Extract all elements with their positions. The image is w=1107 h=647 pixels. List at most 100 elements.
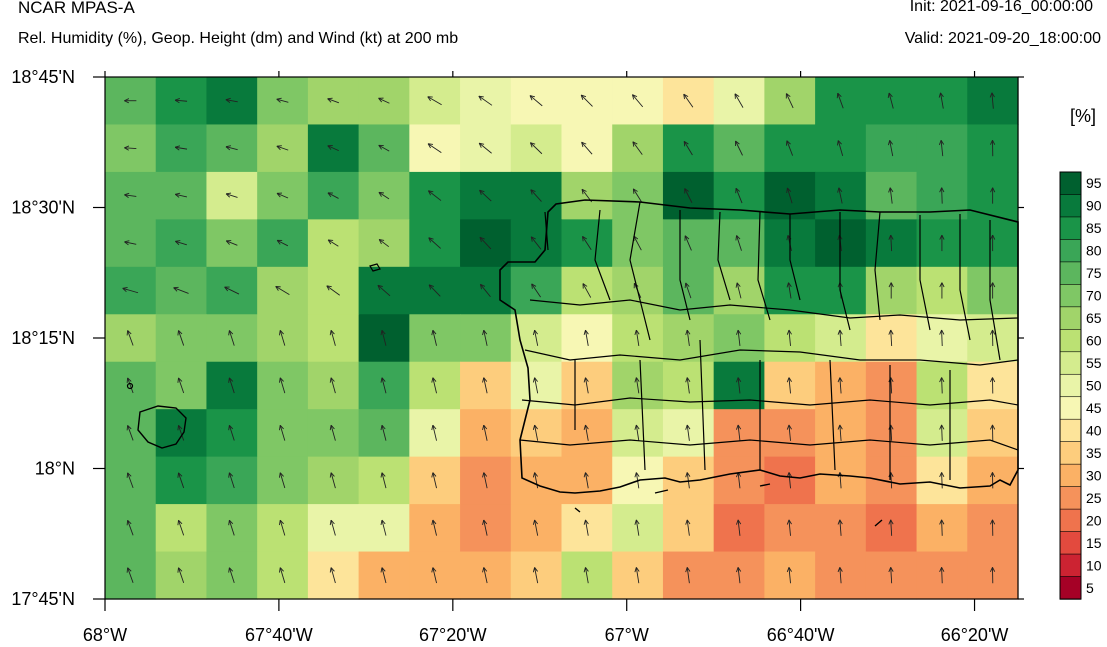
wind-arrow bbox=[837, 519, 843, 536]
wind-arrow bbox=[380, 472, 387, 489]
wind-arrow bbox=[225, 240, 238, 246]
colorbar-swatch bbox=[1059, 329, 1082, 353]
init-time: Init: 2021-09-16_00:00:00 bbox=[909, 0, 1093, 15]
wind-arrow bbox=[736, 377, 742, 394]
wind-arrow bbox=[228, 519, 235, 536]
colorbar-label: 85 bbox=[1086, 220, 1102, 236]
wind-arrow bbox=[683, 140, 693, 156]
wind-arrow bbox=[634, 519, 640, 536]
wind-arrow bbox=[685, 472, 691, 489]
wind-arrow bbox=[175, 240, 187, 246]
colorbar-label: 60 bbox=[1086, 333, 1102, 349]
wind-arrow bbox=[482, 424, 488, 441]
wind-arrow bbox=[529, 95, 543, 107]
wind-arrow bbox=[278, 377, 286, 394]
wind-arrow bbox=[126, 567, 134, 583]
colorbar-label: 70 bbox=[1086, 288, 1102, 304]
wind-arrow bbox=[228, 472, 235, 489]
wind-arrow bbox=[581, 141, 593, 155]
wind-arrow bbox=[225, 145, 238, 151]
wind-arrow bbox=[990, 282, 996, 299]
wind-arrow bbox=[735, 187, 743, 204]
colorbar-label: 75 bbox=[1086, 265, 1102, 281]
wind-arrow bbox=[530, 236, 542, 250]
rh-grid bbox=[105, 77, 1019, 600]
wind-arrow bbox=[786, 187, 793, 204]
wind-arrow bbox=[378, 144, 390, 152]
wind-arrow bbox=[634, 329, 640, 346]
wind-arrow bbox=[786, 519, 792, 536]
wind-arrow bbox=[478, 142, 492, 154]
wind-arrow bbox=[685, 424, 691, 441]
wind-arrow bbox=[531, 283, 541, 298]
x-tick-label: 68°W bbox=[83, 625, 127, 645]
colorbar-label: 90 bbox=[1086, 198, 1102, 214]
wind-arrow bbox=[837, 567, 843, 584]
colorbar: [%] 95 90 85 80 75 70 65 60 55 50 45 40 35 30 25 20 15 10 5 bbox=[1059, 106, 1102, 600]
colorbar-swatch bbox=[1059, 216, 1082, 241]
wind-arrow bbox=[126, 472, 134, 489]
wind-arrow bbox=[529, 142, 543, 155]
colorbar-swatch bbox=[1059, 373, 1082, 398]
wind-arrow bbox=[837, 377, 843, 394]
chart-title: NCAR MPAS-A bbox=[18, 0, 135, 17]
colorbar-swatch bbox=[1059, 508, 1082, 533]
y-tick-label: 18°30'N bbox=[11, 198, 75, 218]
colorbar-swatch bbox=[1059, 418, 1082, 443]
wind-arrow bbox=[785, 93, 794, 109]
wind-arrow bbox=[634, 424, 640, 441]
wind-arrow bbox=[482, 567, 488, 584]
wind-arrow bbox=[380, 519, 387, 536]
wind-arrow bbox=[378, 191, 390, 200]
wind-arrow bbox=[736, 519, 742, 536]
wind-arrow bbox=[939, 424, 945, 441]
wind-arrow bbox=[837, 329, 843, 347]
wind-arrow bbox=[174, 98, 188, 104]
wind-arrow bbox=[736, 424, 742, 441]
wind-arrow bbox=[583, 329, 589, 346]
wind-arrow bbox=[888, 187, 894, 204]
wind-arrow bbox=[329, 567, 336, 584]
colorbar-swatch bbox=[1059, 576, 1082, 600]
wind-arrow bbox=[685, 377, 691, 394]
wind-arrow bbox=[583, 519, 589, 536]
wind-arrow bbox=[683, 93, 694, 108]
wind-arrow bbox=[327, 145, 339, 152]
wind-arrow bbox=[428, 284, 441, 297]
valid-time: Valid: 2021-09-20_18:00:00 bbox=[904, 30, 1101, 47]
colorbar-swatch bbox=[1059, 553, 1082, 578]
wind-arrow bbox=[479, 283, 491, 298]
wind-arrow bbox=[228, 567, 235, 584]
wind-arrow bbox=[378, 239, 390, 248]
wind-arrow bbox=[329, 329, 336, 346]
colorbar-label: 45 bbox=[1086, 400, 1102, 416]
wind-arrow bbox=[378, 97, 390, 104]
wind-arrow bbox=[427, 143, 442, 154]
wind-arrow bbox=[329, 519, 336, 536]
wind-arrow bbox=[939, 187, 945, 204]
wind-arrow bbox=[786, 140, 794, 156]
wind-arrow bbox=[634, 377, 640, 394]
wind-arrow bbox=[939, 472, 945, 489]
colorbar-label: 15 bbox=[1086, 535, 1102, 551]
wind-arrow bbox=[276, 145, 289, 151]
wind-arrow bbox=[583, 424, 589, 441]
wind-arrow bbox=[276, 97, 289, 103]
wind-arrow bbox=[684, 282, 692, 299]
wind-arrow bbox=[532, 377, 539, 394]
wind-arrow bbox=[583, 377, 589, 394]
wind-arrow bbox=[888, 234, 894, 252]
colorbar-label: 20 bbox=[1086, 512, 1102, 528]
colorbar-swatch bbox=[1059, 396, 1082, 420]
colorbar-label: 40 bbox=[1086, 422, 1102, 438]
wind-arrow bbox=[685, 567, 691, 584]
x-tick-label: 67°W bbox=[605, 625, 649, 645]
wind-arrow bbox=[989, 567, 996, 584]
wind-arrow bbox=[329, 472, 336, 489]
wind-arrow bbox=[276, 239, 289, 247]
colorbar-swatch bbox=[1059, 486, 1082, 510]
wind-arrow bbox=[479, 189, 492, 202]
wind-arrow bbox=[736, 329, 742, 346]
wind-arrow bbox=[888, 567, 894, 584]
